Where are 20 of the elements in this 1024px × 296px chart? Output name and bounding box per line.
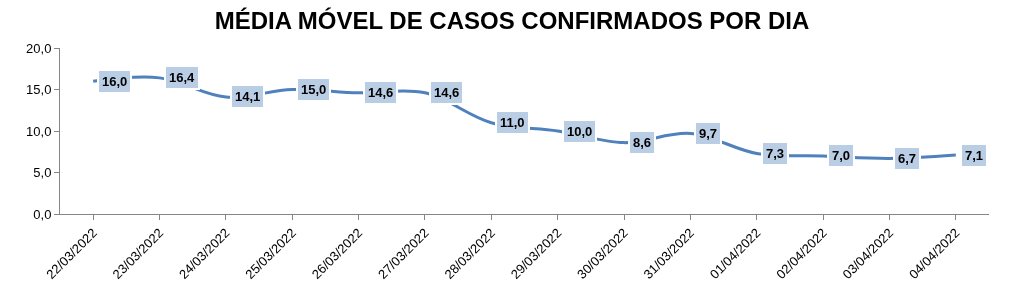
data-label: 6,7 — [898, 151, 917, 166]
y-tick-label: 5,0 — [33, 165, 52, 181]
data-label: 14,6 — [434, 85, 460, 100]
y-tick-label: 10,0 — [26, 123, 52, 139]
y-tick-label: 0,0 — [33, 206, 52, 222]
data-label: 15,0 — [301, 82, 327, 97]
chart-title: MÉDIA MÓVEL DE CASOS CONFIRMADOS POR DIA — [214, 6, 810, 34]
data-label: 7,0 — [832, 148, 851, 163]
data-label: 11,0 — [500, 115, 525, 130]
data-label: 14,6 — [368, 85, 394, 100]
y-tick-label: 20,0 — [26, 40, 52, 56]
data-label: 16,4 — [169, 70, 196, 85]
data-label: 8,6 — [633, 135, 652, 150]
data-label: 14,1 — [235, 89, 261, 104]
data-label: 7,3 — [766, 146, 785, 161]
y-tick-label: 15,0 — [26, 82, 52, 98]
data-label: 9,7 — [699, 126, 718, 141]
data-label: 16,0 — [102, 74, 128, 89]
data-label: 10,0 — [567, 124, 593, 139]
data-label: 7,1 — [965, 148, 984, 163]
